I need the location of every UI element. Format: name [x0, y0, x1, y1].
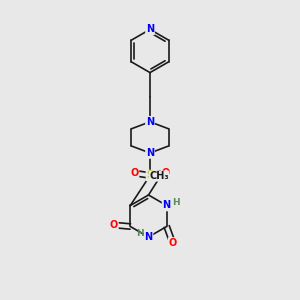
Text: O: O — [110, 220, 118, 230]
Text: CH₃: CH₃ — [149, 171, 169, 181]
Text: O: O — [169, 238, 177, 248]
Text: O: O — [130, 168, 139, 178]
Text: N: N — [146, 117, 154, 127]
Text: N: N — [144, 232, 153, 242]
Text: H: H — [136, 230, 143, 238]
Text: N: N — [146, 148, 154, 158]
Text: H: H — [172, 198, 179, 207]
Text: S: S — [146, 170, 154, 181]
Text: O: O — [161, 168, 170, 178]
Text: N: N — [163, 200, 171, 211]
Text: N: N — [146, 24, 154, 34]
